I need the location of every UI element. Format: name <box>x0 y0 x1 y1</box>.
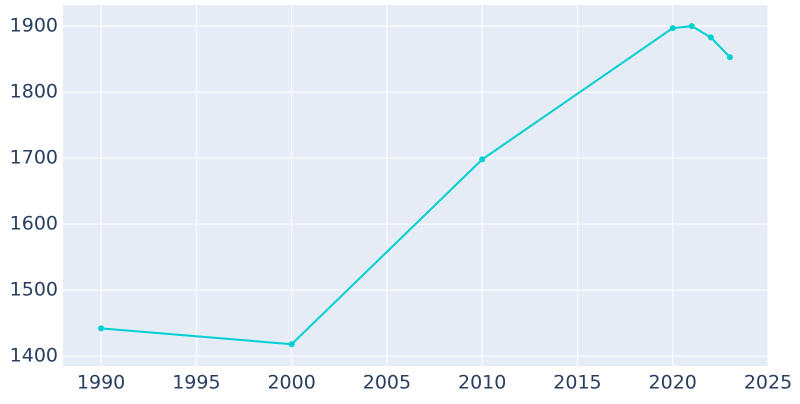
data-point <box>98 325 105 332</box>
y-tick-label: 1500 <box>10 279 58 301</box>
x-tick-label: 2015 <box>553 372 601 394</box>
x-tick-label: 1990 <box>77 372 125 394</box>
plot-area <box>63 5 768 366</box>
x-tick-label: 2010 <box>458 372 506 394</box>
x-tick-label: 2005 <box>363 372 411 394</box>
x-tick-label: 1995 <box>172 372 220 394</box>
data-point <box>726 54 733 61</box>
y-tick-label: 1400 <box>10 345 58 367</box>
data-point <box>479 156 486 163</box>
y-tick-label: 1700 <box>10 147 58 169</box>
y-tick-label: 1900 <box>10 15 58 37</box>
data-point <box>688 23 695 30</box>
x-tick-label: 2020 <box>649 372 697 394</box>
x-tick-label: 2000 <box>267 372 315 394</box>
data-point <box>288 341 295 348</box>
y-tick-label: 1800 <box>10 81 58 103</box>
data-point <box>707 34 714 41</box>
x-tick-label: 2025 <box>744 372 792 394</box>
data-point <box>669 25 676 32</box>
y-tick-label: 1600 <box>10 213 58 235</box>
